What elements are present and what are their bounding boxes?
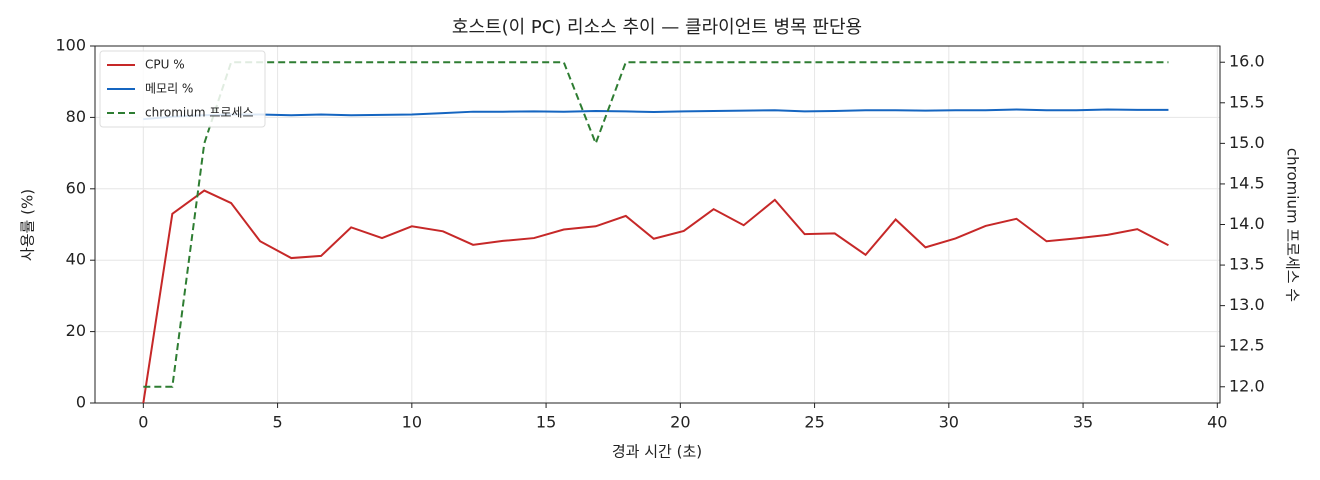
x-tick-label: 10 xyxy=(402,413,422,432)
y-tick-label: 20 xyxy=(66,321,86,340)
x-tick-label: 40 xyxy=(1207,413,1227,432)
x-tick-label: 20 xyxy=(670,413,690,432)
x-axis-label: 경과 시간 (초) xyxy=(612,443,702,461)
y-tick-label: 60 xyxy=(66,178,86,197)
x-tick-label: 0 xyxy=(138,413,148,432)
y2-tick-label: 15.0 xyxy=(1229,133,1265,152)
y-tick-label: 100 xyxy=(55,36,86,55)
series-line xyxy=(143,61,1169,388)
y2-tick-label: 12.0 xyxy=(1229,376,1265,395)
series-line xyxy=(143,108,1169,121)
y2-tick-label: 16.0 xyxy=(1229,52,1265,71)
x-tick-label: 5 xyxy=(272,413,282,432)
y2-tick-label: 14.0 xyxy=(1229,214,1265,233)
y-tick-label: 80 xyxy=(66,107,86,126)
x-tick-label: 35 xyxy=(1073,413,1093,432)
plot-frame xyxy=(94,45,1221,404)
y2-tick-label: 15.5 xyxy=(1229,92,1265,111)
y2-tick-label: 13.5 xyxy=(1229,255,1265,274)
legend-label: CPU % xyxy=(145,58,185,72)
chart-title: 호스트(이 PC) 리소스 추이 — 클라이언트 병목 판단용 xyxy=(452,17,862,38)
legend-box xyxy=(99,50,266,128)
y-axis-label: 사용률 (%) xyxy=(19,189,37,261)
legend-label: chromium 프로세스 xyxy=(145,106,254,120)
x-tick-label: 15 xyxy=(536,413,556,432)
legend-label: 메모리 % xyxy=(145,82,193,96)
y2-axis-label: chromium 프로세스 수 xyxy=(1284,148,1302,302)
y2-tick-label: 14.5 xyxy=(1229,173,1265,192)
x-tick-label: 25 xyxy=(804,413,824,432)
y2-tick-label: 12.5 xyxy=(1229,336,1265,355)
y-tick-label: 40 xyxy=(66,250,86,269)
y2-tick-label: 13.0 xyxy=(1229,295,1265,314)
y-tick-label: 0 xyxy=(76,393,86,412)
x-tick-label: 30 xyxy=(939,413,959,432)
series-line xyxy=(142,189,1169,404)
